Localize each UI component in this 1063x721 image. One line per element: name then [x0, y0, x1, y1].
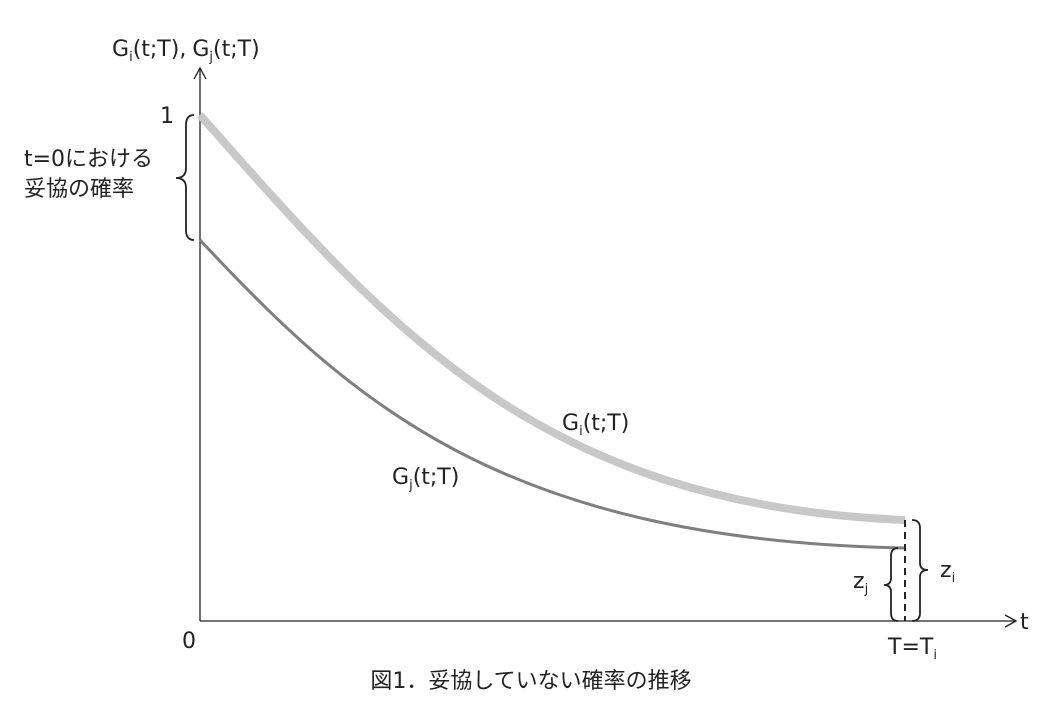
- sub: i: [933, 648, 937, 663]
- sym: G: [112, 37, 129, 62]
- caption: 図1．妥協していない確率の推移: [370, 669, 691, 694]
- sym: (t;T): [583, 411, 630, 436]
- y-tick-label: 1: [160, 104, 174, 129]
- sym: (t;T),: [133, 37, 187, 62]
- sym: z: [853, 569, 865, 594]
- origin-label: 0: [182, 629, 196, 654]
- brace-label: 妥協の確率: [24, 177, 134, 202]
- brace-label: t=0における: [24, 147, 153, 172]
- sub: j: [864, 582, 869, 597]
- sub: j: [408, 478, 413, 493]
- curve-label: Gj(t;T): [392, 465, 459, 493]
- t-end-label: T=Ti: [887, 635, 937, 663]
- brace-zi: [911, 519, 929, 622]
- sub: j: [208, 50, 213, 65]
- x-axis-label: t: [1020, 610, 1029, 635]
- curve-j: [198, 238, 906, 550]
- sub: i: [952, 571, 956, 586]
- y-axis-label: Gi(t;T), Gj(t;T): [112, 37, 260, 65]
- sym: (t;T): [413, 465, 460, 490]
- sub: i: [129, 50, 133, 65]
- z-label: zi: [940, 558, 955, 586]
- sub: i: [579, 424, 583, 439]
- sym: z: [940, 558, 952, 583]
- sym: G: [562, 411, 579, 436]
- sym: G: [392, 465, 409, 490]
- z-label: zj: [853, 569, 868, 597]
- sym: G: [192, 37, 209, 62]
- sym: T=T: [887, 635, 934, 660]
- brace-left: [175, 114, 195, 241]
- curve-i: [197, 112, 906, 524]
- sym: (t;T): [213, 37, 260, 62]
- curve-label: Gi(t;T): [562, 411, 629, 439]
- brace-zj: [883, 547, 899, 622]
